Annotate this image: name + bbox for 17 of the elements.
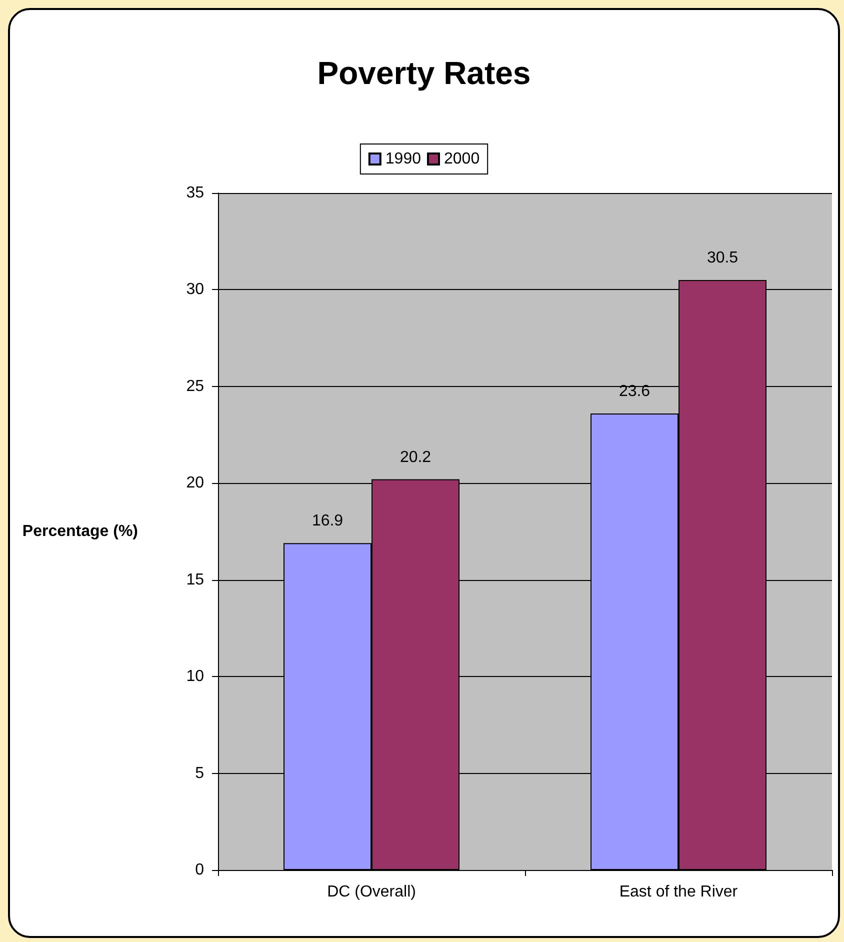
y-tick-label: 35 xyxy=(186,184,204,202)
x-tick-label: East of the River xyxy=(619,884,738,900)
data-label: 16.9 xyxy=(312,512,344,530)
chart-title: Poverty Rates xyxy=(317,55,531,91)
y-tick-label: 0 xyxy=(195,862,204,878)
legend-label: 2000 xyxy=(444,150,480,168)
y-tick-label: 15 xyxy=(186,571,204,588)
x-tick-label: DC (Overall) xyxy=(327,884,416,900)
y-axis-title: Percentage (%) xyxy=(22,523,138,540)
y-tick-label: 30 xyxy=(186,281,204,298)
data-label: 30.5 xyxy=(706,250,738,267)
y-tick-label: 5 xyxy=(195,764,204,782)
legend-label: 1990 xyxy=(385,150,422,168)
data-label: 20.2 xyxy=(400,448,432,466)
y-tick-label: 10 xyxy=(186,668,204,686)
y-tick-label: 25 xyxy=(186,378,204,395)
y-tick-label: 20 xyxy=(186,474,204,492)
